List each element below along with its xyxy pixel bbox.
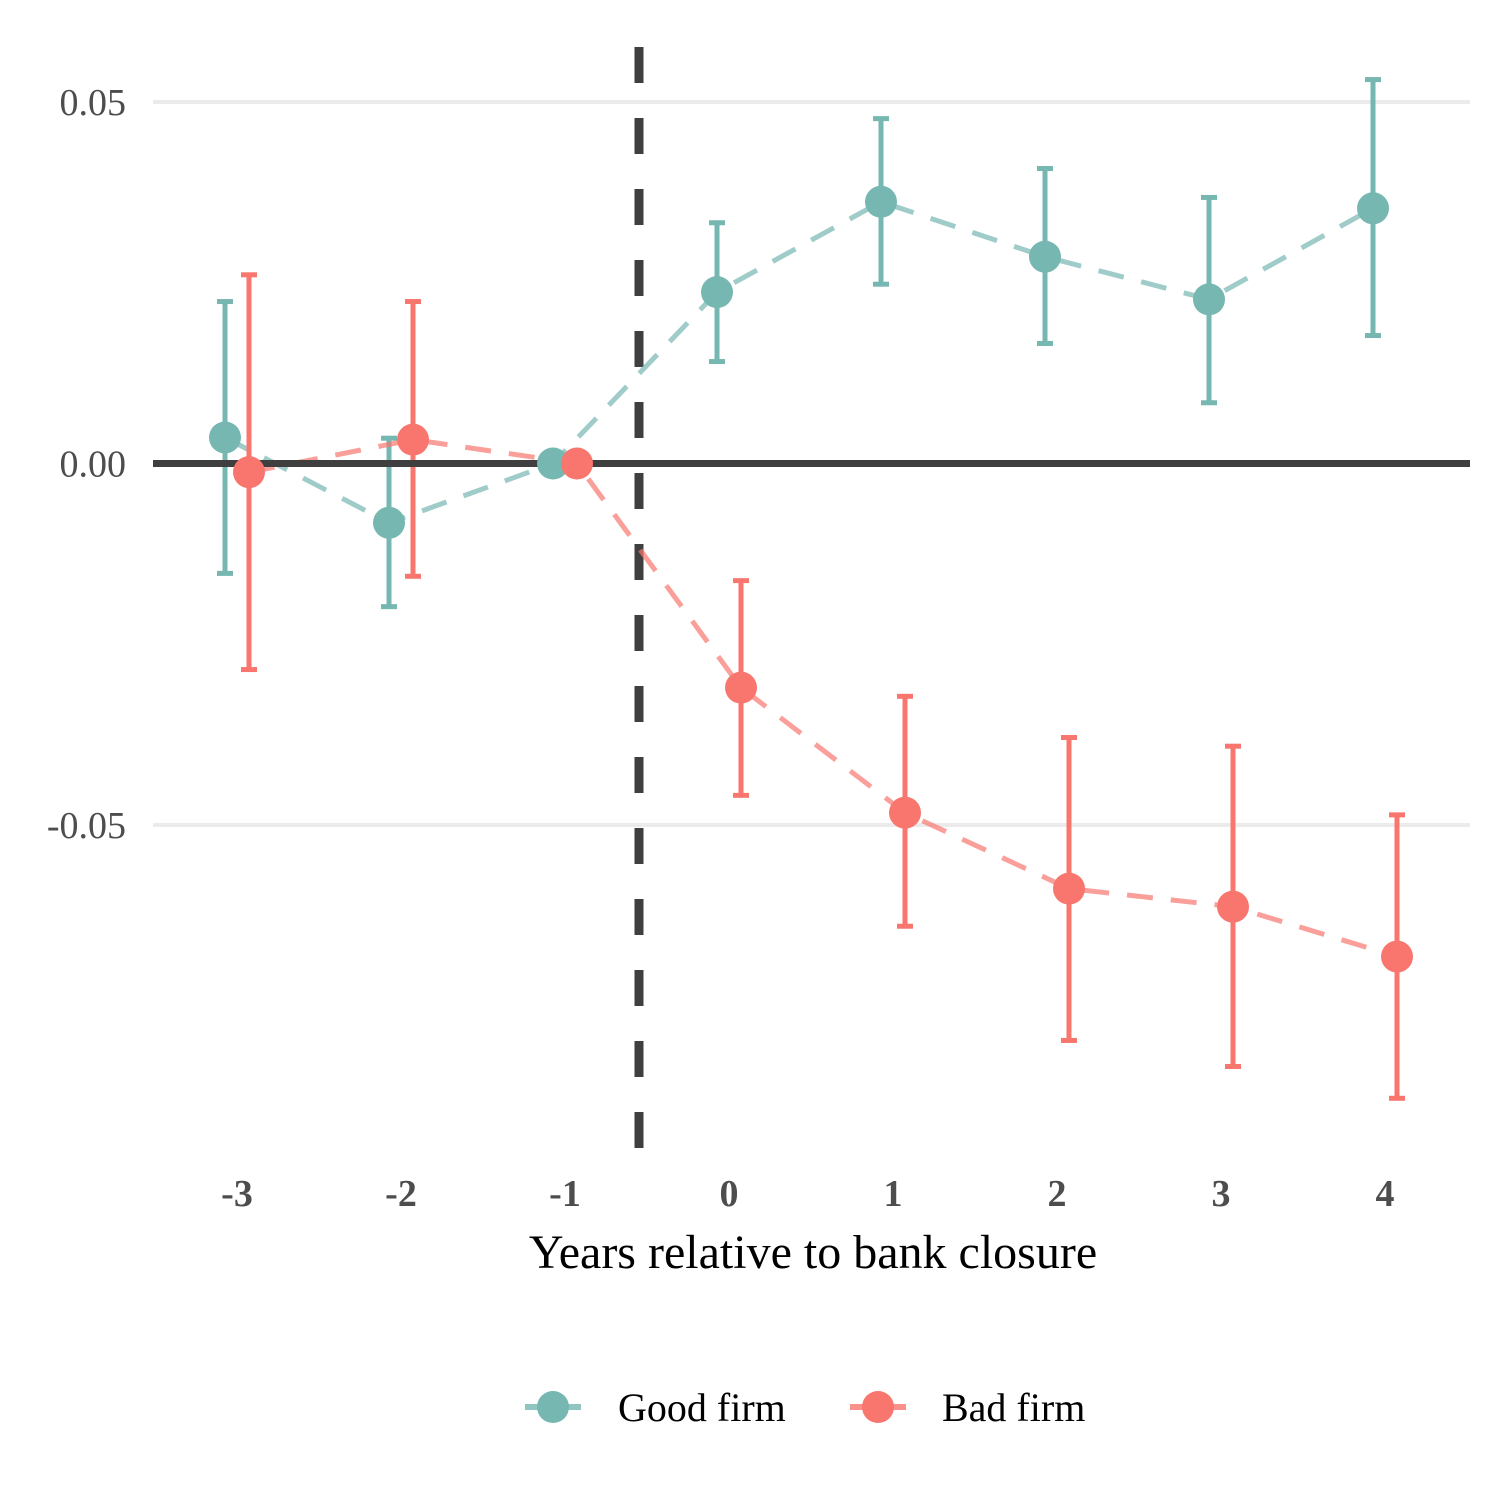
data-point <box>233 456 265 489</box>
series-layer <box>153 77 1470 1101</box>
x-tick-label: 2 <box>1048 1173 1067 1215</box>
data-point <box>1029 240 1061 273</box>
data-point <box>373 506 405 539</box>
data-point <box>1357 192 1389 225</box>
legend-key-dot <box>537 1391 569 1423</box>
x-axis-ticks: -3 -2 -1 0 1 2 3 4 <box>221 1173 1394 1215</box>
x-tick-label: -3 <box>221 1173 253 1215</box>
data-point <box>209 421 241 454</box>
y-tick-label: -0.05 <box>47 805 126 847</box>
data-point <box>537 447 569 480</box>
legend-item-bad-firm: Bad firm <box>850 1385 1085 1430</box>
data-point <box>561 447 593 480</box>
points-good-firm <box>209 185 1389 539</box>
x-tick-label: -2 <box>385 1173 417 1215</box>
legend-label: Good firm <box>618 1385 786 1430</box>
x-tick-label: -1 <box>549 1173 581 1215</box>
series-bad-firm <box>241 272 1405 1101</box>
x-tick-label: 1 <box>884 1173 903 1215</box>
data-point <box>701 276 733 309</box>
legend-item-good-firm: Good firm <box>525 1385 786 1430</box>
data-point <box>725 671 757 704</box>
data-point <box>1217 890 1249 923</box>
data-point <box>1193 283 1225 316</box>
legend: Good firm Bad firm <box>525 1385 1085 1430</box>
series-line <box>223 199 1375 526</box>
y-tick-label: 0.05 <box>60 82 127 124</box>
x-tick-label: 0 <box>720 1173 739 1215</box>
data-point <box>889 796 921 829</box>
y-axis-ticks: 0.05 0.00 -0.05 <box>47 82 126 847</box>
series-line <box>248 437 1398 959</box>
legend-label: Bad firm <box>942 1385 1085 1430</box>
data-point <box>1053 872 1085 905</box>
data-point <box>865 185 897 218</box>
x-tick-label: 3 <box>1212 1173 1231 1215</box>
x-tick-label: 4 <box>1376 1173 1395 1215</box>
x-axis-label: Years relative to bank closure <box>529 1226 1097 1279</box>
data-point <box>1381 940 1413 973</box>
grid-layer <box>153 100 1470 827</box>
y-tick-label: 0.00 <box>60 444 127 486</box>
points-bad-firm <box>233 423 1413 973</box>
data-point <box>397 423 429 456</box>
legend-key-dot <box>862 1391 894 1423</box>
